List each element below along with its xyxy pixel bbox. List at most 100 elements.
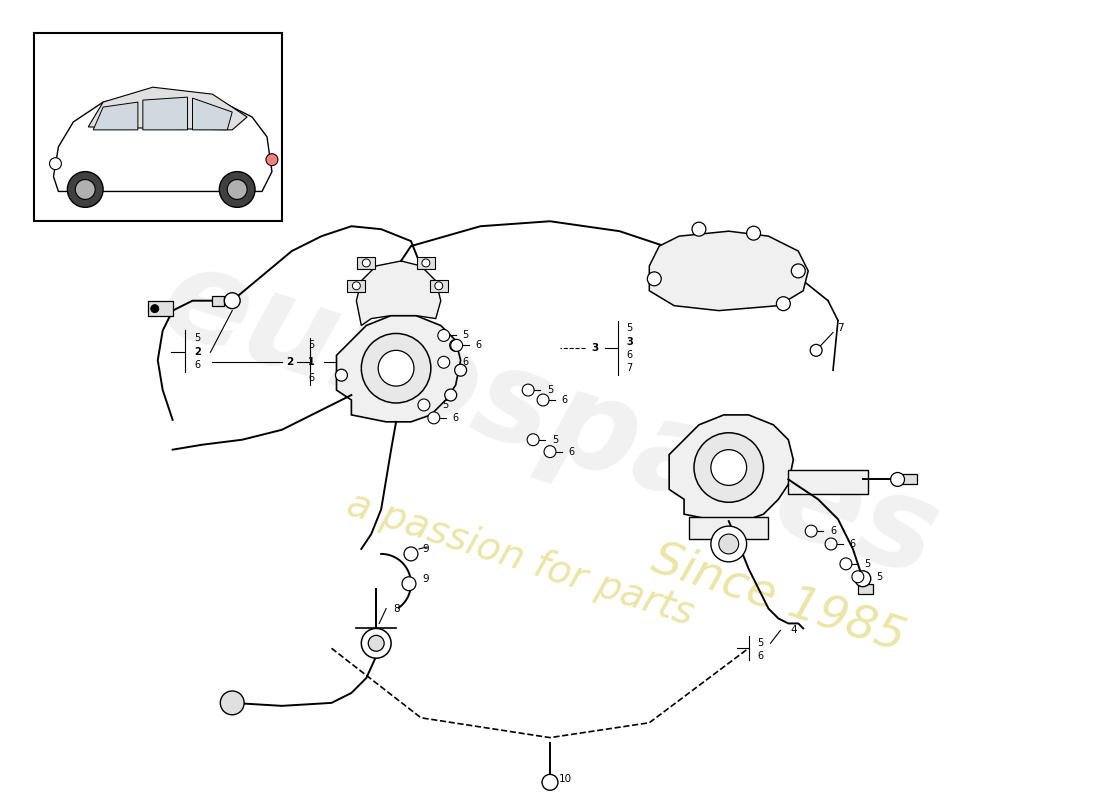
Circle shape: [266, 154, 278, 166]
Text: 8: 8: [393, 603, 399, 614]
Text: 5: 5: [547, 385, 553, 395]
Text: 6: 6: [830, 526, 836, 536]
Circle shape: [711, 526, 747, 562]
Text: 6: 6: [850, 539, 856, 549]
Text: 6: 6: [569, 446, 575, 457]
Circle shape: [404, 547, 418, 561]
Circle shape: [151, 305, 158, 313]
Circle shape: [220, 691, 244, 714]
Text: 9: 9: [422, 544, 429, 554]
Circle shape: [438, 356, 450, 368]
Circle shape: [694, 433, 763, 502]
Text: 6: 6: [626, 350, 632, 360]
Circle shape: [527, 434, 539, 446]
Polygon shape: [649, 231, 808, 310]
Circle shape: [825, 538, 837, 550]
Circle shape: [855, 571, 871, 586]
Text: 5: 5: [877, 572, 883, 582]
Circle shape: [692, 222, 706, 236]
Text: 6: 6: [462, 358, 469, 367]
Circle shape: [75, 179, 96, 199]
Text: Since 1985: Since 1985: [646, 537, 911, 661]
Text: 5: 5: [195, 334, 200, 343]
Circle shape: [522, 384, 535, 396]
Bar: [858, 584, 872, 594]
Text: 1: 1: [308, 358, 315, 367]
Circle shape: [224, 293, 240, 309]
Text: 7: 7: [837, 323, 844, 334]
Circle shape: [434, 282, 442, 290]
Polygon shape: [337, 315, 461, 422]
Circle shape: [352, 282, 361, 290]
Circle shape: [422, 259, 430, 267]
Circle shape: [811, 344, 822, 356]
Circle shape: [444, 389, 456, 401]
Circle shape: [544, 446, 556, 458]
Text: 5: 5: [442, 400, 449, 410]
Text: 3: 3: [626, 338, 632, 347]
Polygon shape: [143, 97, 187, 130]
Circle shape: [647, 272, 661, 286]
Circle shape: [67, 171, 103, 207]
Text: eurospares: eurospares: [146, 236, 954, 604]
Text: a passion for parts: a passion for parts: [342, 485, 698, 633]
Text: 2: 2: [194, 347, 201, 358]
Bar: [898, 474, 917, 485]
Polygon shape: [356, 261, 441, 326]
Bar: [212, 296, 224, 306]
Circle shape: [450, 339, 462, 351]
Bar: [348, 280, 365, 292]
Circle shape: [362, 259, 371, 267]
Text: 5: 5: [758, 638, 763, 648]
Circle shape: [361, 629, 392, 658]
Text: 2: 2: [286, 358, 294, 367]
Text: 6: 6: [309, 373, 315, 383]
Circle shape: [402, 577, 416, 590]
Bar: [147, 301, 173, 315]
Bar: [417, 257, 434, 269]
Polygon shape: [54, 92, 272, 191]
Circle shape: [840, 558, 851, 570]
Circle shape: [438, 330, 450, 342]
Polygon shape: [669, 415, 793, 521]
Circle shape: [368, 635, 384, 651]
Circle shape: [851, 571, 864, 582]
Bar: [689, 517, 769, 539]
Circle shape: [418, 399, 430, 411]
Circle shape: [451, 339, 463, 351]
Circle shape: [361, 334, 431, 403]
Circle shape: [228, 179, 248, 199]
Circle shape: [711, 450, 747, 486]
Text: 5: 5: [552, 434, 558, 445]
Bar: [34, 33, 282, 222]
Text: 10: 10: [559, 774, 572, 784]
Text: 6: 6: [562, 395, 568, 405]
Text: 9: 9: [422, 574, 429, 584]
Circle shape: [428, 412, 440, 424]
Circle shape: [537, 394, 549, 406]
Polygon shape: [88, 87, 248, 130]
Text: 6: 6: [475, 340, 482, 350]
Text: 5: 5: [462, 330, 469, 341]
Circle shape: [336, 370, 348, 381]
Circle shape: [454, 364, 466, 376]
Text: 6: 6: [195, 360, 200, 370]
Circle shape: [777, 297, 790, 310]
Text: 7: 7: [626, 363, 632, 374]
Bar: [789, 470, 868, 494]
Circle shape: [791, 264, 805, 278]
Circle shape: [378, 350, 414, 386]
Text: 5: 5: [308, 340, 315, 350]
Circle shape: [891, 473, 904, 486]
Text: 3: 3: [591, 343, 598, 354]
Text: 5: 5: [626, 323, 632, 334]
Text: 4: 4: [790, 626, 796, 635]
Circle shape: [805, 525, 817, 537]
Circle shape: [50, 158, 62, 170]
Circle shape: [542, 774, 558, 790]
Text: 5: 5: [865, 559, 871, 569]
Text: 6: 6: [758, 651, 763, 662]
Text: 6: 6: [452, 413, 459, 423]
Polygon shape: [192, 98, 232, 130]
Polygon shape: [94, 102, 138, 130]
